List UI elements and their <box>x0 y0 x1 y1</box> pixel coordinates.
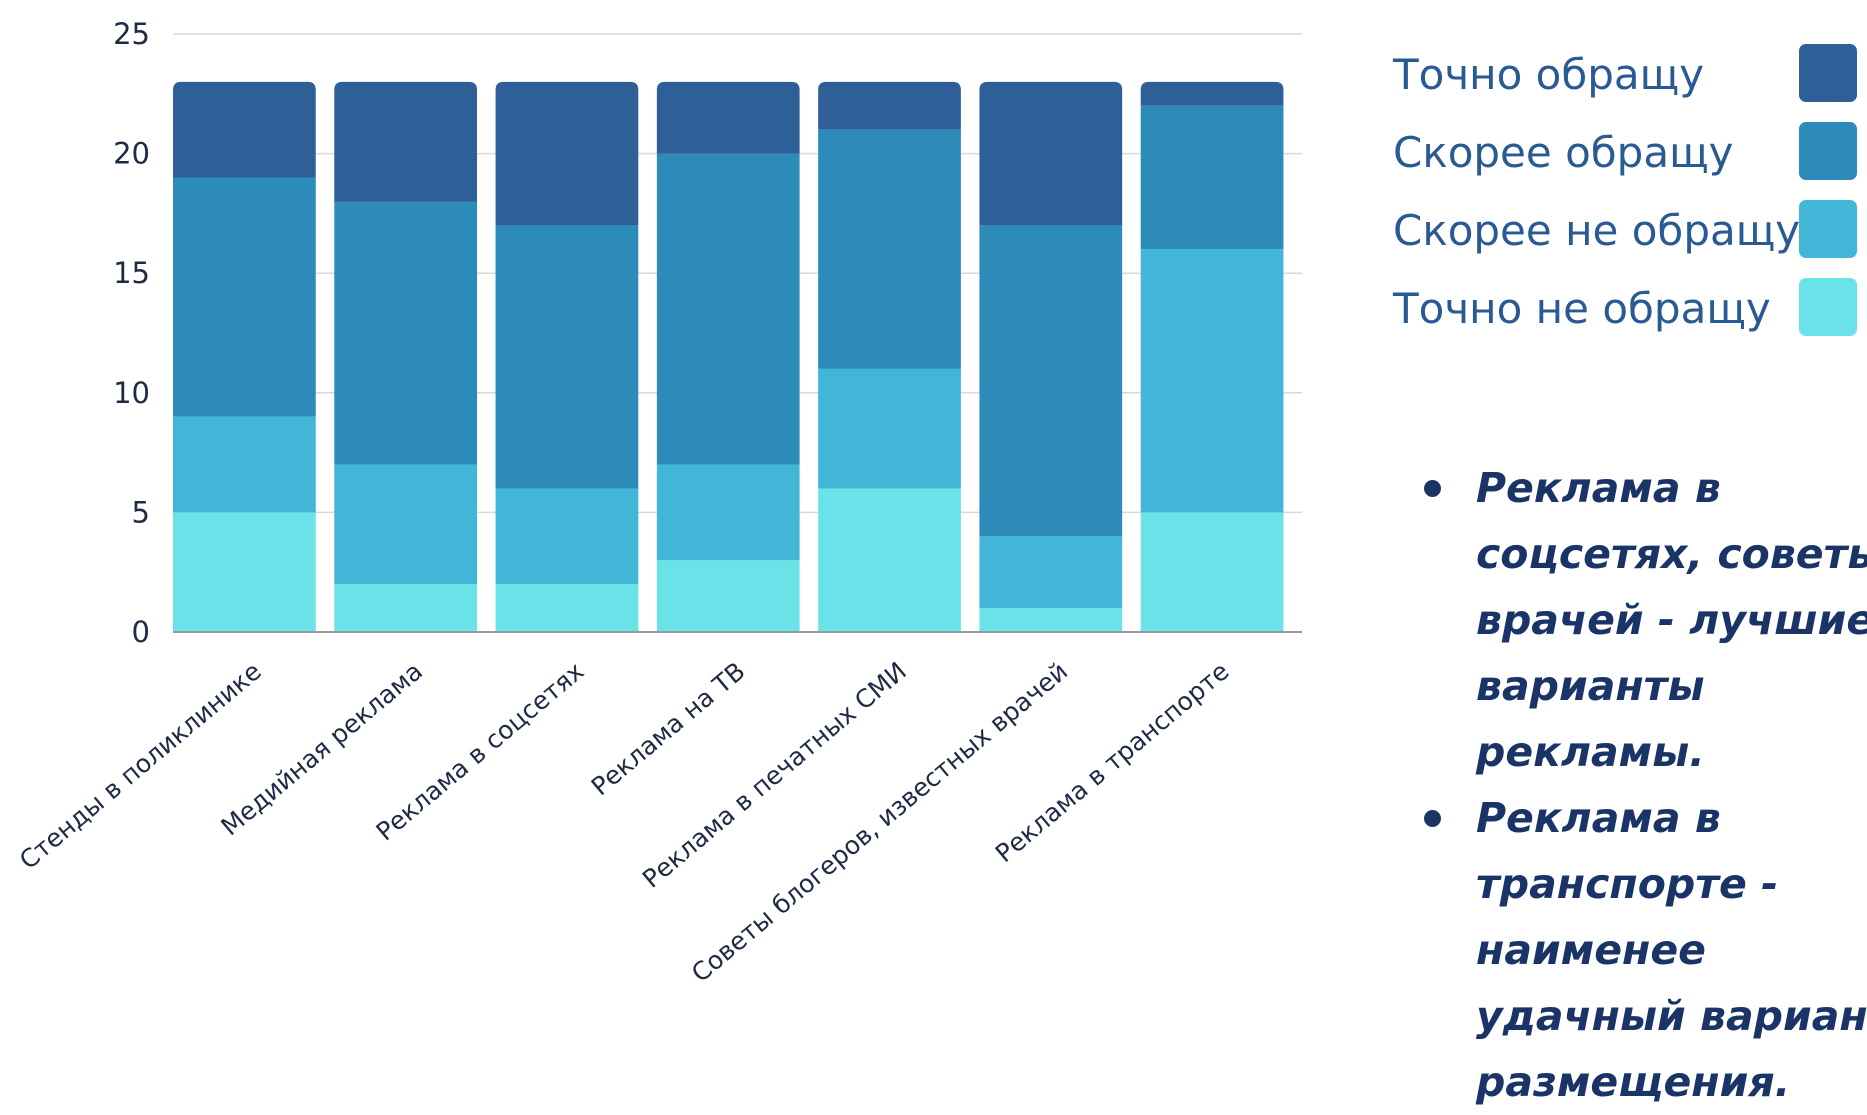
x-category-label: Реклама в печатных СМИ <box>637 656 912 893</box>
legend-swatch <box>1799 200 1857 258</box>
bar-segment <box>495 225 639 489</box>
conclusion-text: Реклама в соцсетях, советы врачей - лучш… <box>1476 464 1867 776</box>
bar-segment <box>656 153 800 465</box>
bar-segment <box>979 536 1123 609</box>
bar-segment <box>1140 81 1284 106</box>
bar-segment <box>334 201 478 465</box>
y-tick-label: 5 <box>132 495 150 529</box>
bar-segment <box>334 464 478 585</box>
bar-segment <box>495 81 639 226</box>
bar-segment <box>656 464 800 561</box>
legend-item-definitely-not: Точно не обращу <box>1393 278 1867 356</box>
bar-stack <box>656 81 800 632</box>
y-tick-label: 20 <box>113 137 150 171</box>
y-axis-tick-labels: 0 5 10 15 20 25 <box>113 17 150 649</box>
conclusion-list: Реклама в соцсетях, советы врачей - лучш… <box>1410 455 1867 1115</box>
y-tick-label: 15 <box>113 256 150 290</box>
bar-stack <box>334 81 478 632</box>
legend-item-rather-will: Скорее обращу <box>1393 122 1867 200</box>
bar-segment <box>818 488 961 632</box>
bar-segment <box>818 129 961 369</box>
bar-segment <box>173 512 316 632</box>
conclusion-item: Реклама в транспорте - наименее удачный … <box>1424 785 1867 1115</box>
bar-segment <box>334 584 478 632</box>
bars <box>173 81 1284 632</box>
bar-stack <box>979 81 1123 632</box>
legend-swatch <box>1799 122 1857 180</box>
legend-swatch <box>1799 278 1857 336</box>
legend-item-definitely-will: Точно обращу <box>1393 44 1867 122</box>
conclusions: Реклама в соцсетях, советы врачей - лучш… <box>1410 455 1867 1115</box>
stacked-bar-chart: 0 5 10 15 20 25 Стенды в поликлиникеМедийная … <box>14 17 1302 988</box>
legend-label: Точно обращу <box>1393 50 1705 99</box>
legend-item-rather-not: Скорее не обращу <box>1393 200 1867 278</box>
bar-stack <box>818 81 961 632</box>
bar-segment <box>979 608 1123 632</box>
bullet-icon <box>1424 810 1441 827</box>
y-tick-label: 10 <box>113 376 150 410</box>
bar-segment <box>656 560 800 632</box>
legend-label: Скорее обращу <box>1393 128 1734 177</box>
legend-label: Скорее не обращу <box>1393 206 1801 255</box>
x-category-label: Реклама на ТВ <box>586 656 751 801</box>
bar-segment <box>656 81 800 154</box>
bar-stack <box>1140 81 1284 632</box>
bar-segment <box>495 488 639 585</box>
legend: Точно обращу Скорее обращу Скорее не обр… <box>1393 44 1867 356</box>
bar-stack <box>173 81 316 632</box>
legend-swatch <box>1799 44 1857 102</box>
y-tick-label: 0 <box>132 615 150 649</box>
bullet-icon <box>1424 480 1441 497</box>
bar-segment <box>1140 249 1284 513</box>
bar-segment <box>495 584 639 632</box>
bar-segment <box>979 225 1123 537</box>
bar-segment <box>173 177 316 417</box>
y-tick-label: 25 <box>113 17 150 51</box>
bar-segment <box>979 81 1123 226</box>
bar-segment <box>818 368 961 489</box>
legend-label: Точно не обращу <box>1393 284 1771 333</box>
conclusion-item: Реклама в соцсетях, советы врачей - лучш… <box>1424 455 1867 785</box>
bar-segment <box>173 81 316 178</box>
bar-stack <box>495 81 639 632</box>
bar-segment <box>334 81 478 202</box>
bar-segment <box>1140 105 1284 250</box>
bar-segment <box>1140 512 1284 632</box>
x-category-label: Стенды в поликлинике <box>14 656 267 875</box>
x-category-label: Советы блогеров, известных врачей <box>686 656 1073 988</box>
bar-segment <box>818 81 961 130</box>
bar-segment <box>173 416 316 513</box>
conclusion-text: Реклама в транспорте - наименее удачный … <box>1476 794 1867 1106</box>
